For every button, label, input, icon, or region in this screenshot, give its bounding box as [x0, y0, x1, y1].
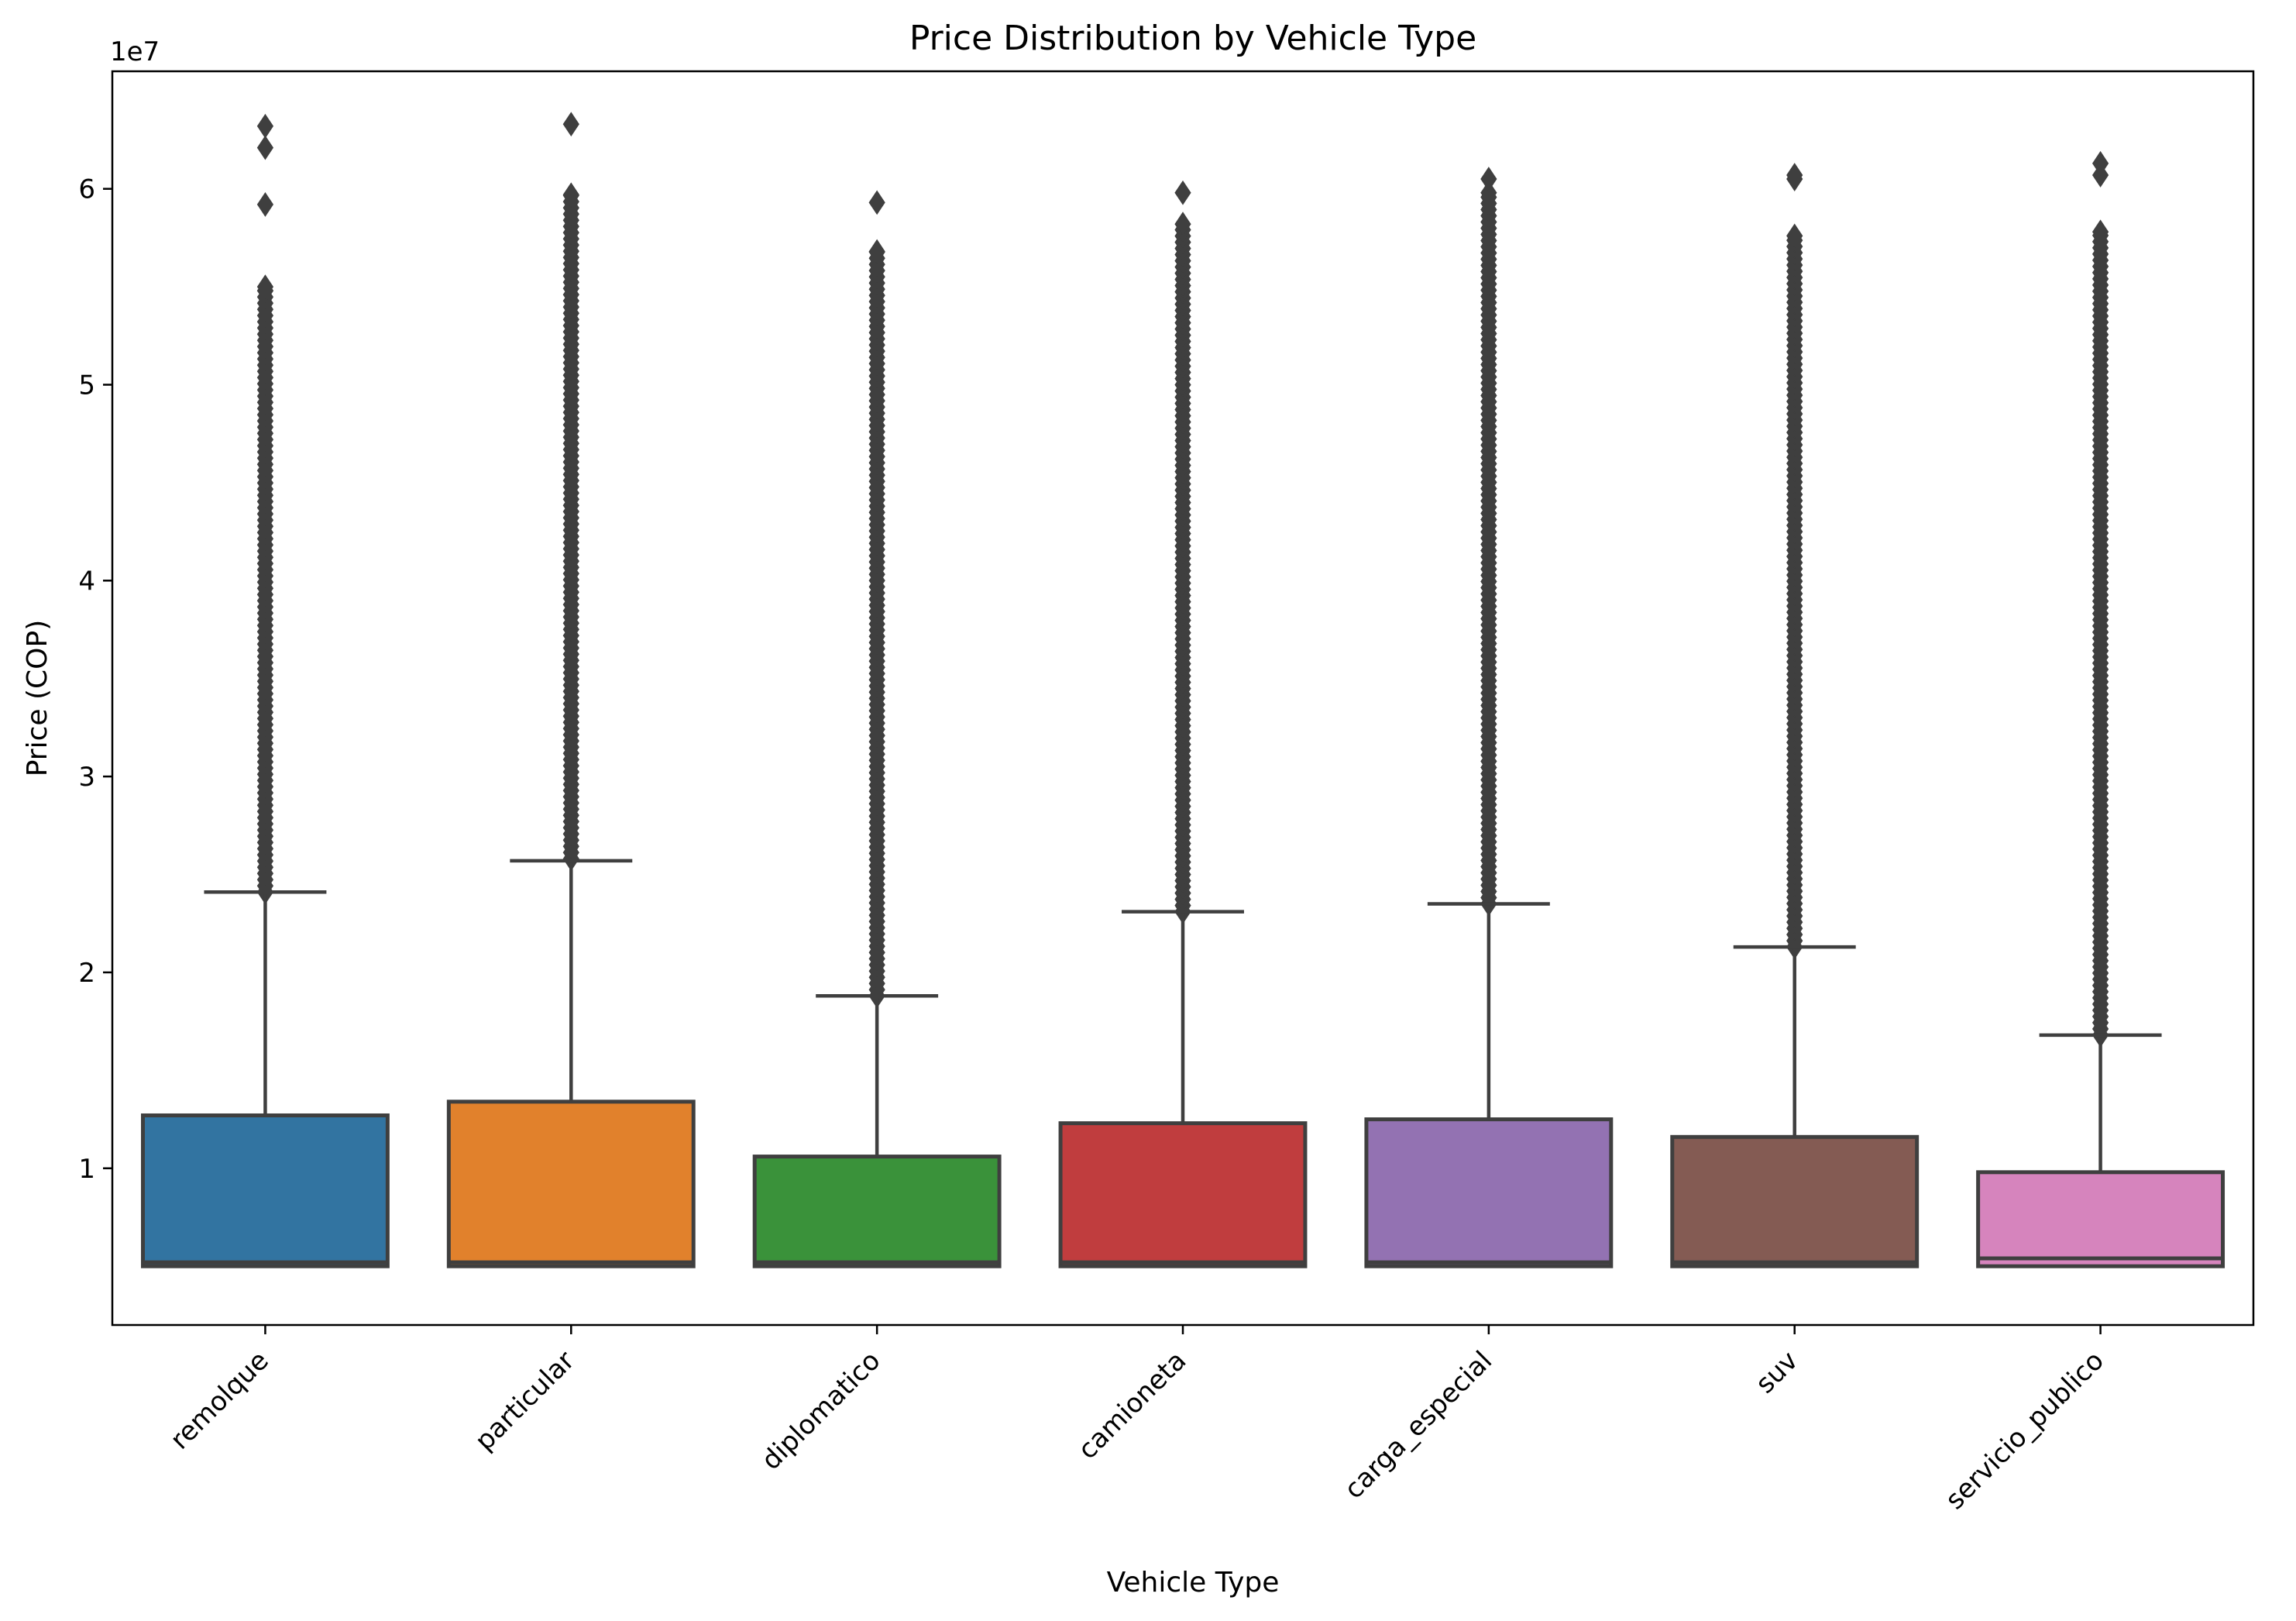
- box-particular: [446, 1100, 696, 1268]
- outlier-point: [256, 274, 274, 299]
- box-group-carga_especial: [1364, 167, 1614, 1268]
- y-tick-label: 5: [78, 370, 95, 401]
- y-tick-label: 2: [78, 958, 95, 989]
- outlier-point: [562, 112, 579, 137]
- box-servicio_publico: [1976, 1170, 2226, 1268]
- outlier-point: [256, 192, 274, 217]
- outlier-point: [256, 113, 274, 139]
- y-tick-label: 4: [78, 566, 95, 597]
- outlier-point: [256, 135, 274, 160]
- outlier-point: [1174, 180, 1191, 205]
- outlier-point: [868, 239, 885, 264]
- box-group-suv: [1670, 163, 1920, 1268]
- box-group-diplomatico: [752, 190, 1002, 1268]
- y-offset-text: 1e7: [110, 36, 160, 67]
- box-diplomatico: [752, 1155, 1002, 1268]
- outlier-point: [2091, 219, 2109, 245]
- outlier-point: [2091, 150, 2109, 176]
- outlier-point: [1480, 180, 1497, 205]
- outlier-point: [1480, 167, 1497, 191]
- box-remolque: [140, 1113, 390, 1268]
- outlier-point: [562, 182, 579, 208]
- y-tick-label: 3: [78, 762, 95, 793]
- outlier-point: [1786, 163, 1803, 188]
- box-suv: [1670, 1134, 1920, 1268]
- box-group-camioneta: [1058, 180, 1308, 1268]
- outlier-point: [1786, 223, 1803, 249]
- x-axis-label: Vehicle Type: [1107, 1567, 1280, 1599]
- y-tick-label: 6: [78, 174, 95, 205]
- axes-frame: [111, 70, 2255, 1327]
- outlier-point: [1174, 212, 1191, 237]
- box-group-servicio_publico: [1976, 150, 2226, 1268]
- y-tick-label: 1: [78, 1154, 95, 1185]
- outlier-point: [868, 190, 885, 215]
- box-group-particular: [446, 112, 696, 1268]
- box-group-remolque: [140, 113, 390, 1268]
- y-axis-label: Price (COP): [22, 620, 53, 777]
- box-carga_especial: [1364, 1117, 1614, 1268]
- chart-title: Price Distribution by Vehicle Type: [909, 19, 1476, 58]
- box-camioneta: [1058, 1121, 1308, 1268]
